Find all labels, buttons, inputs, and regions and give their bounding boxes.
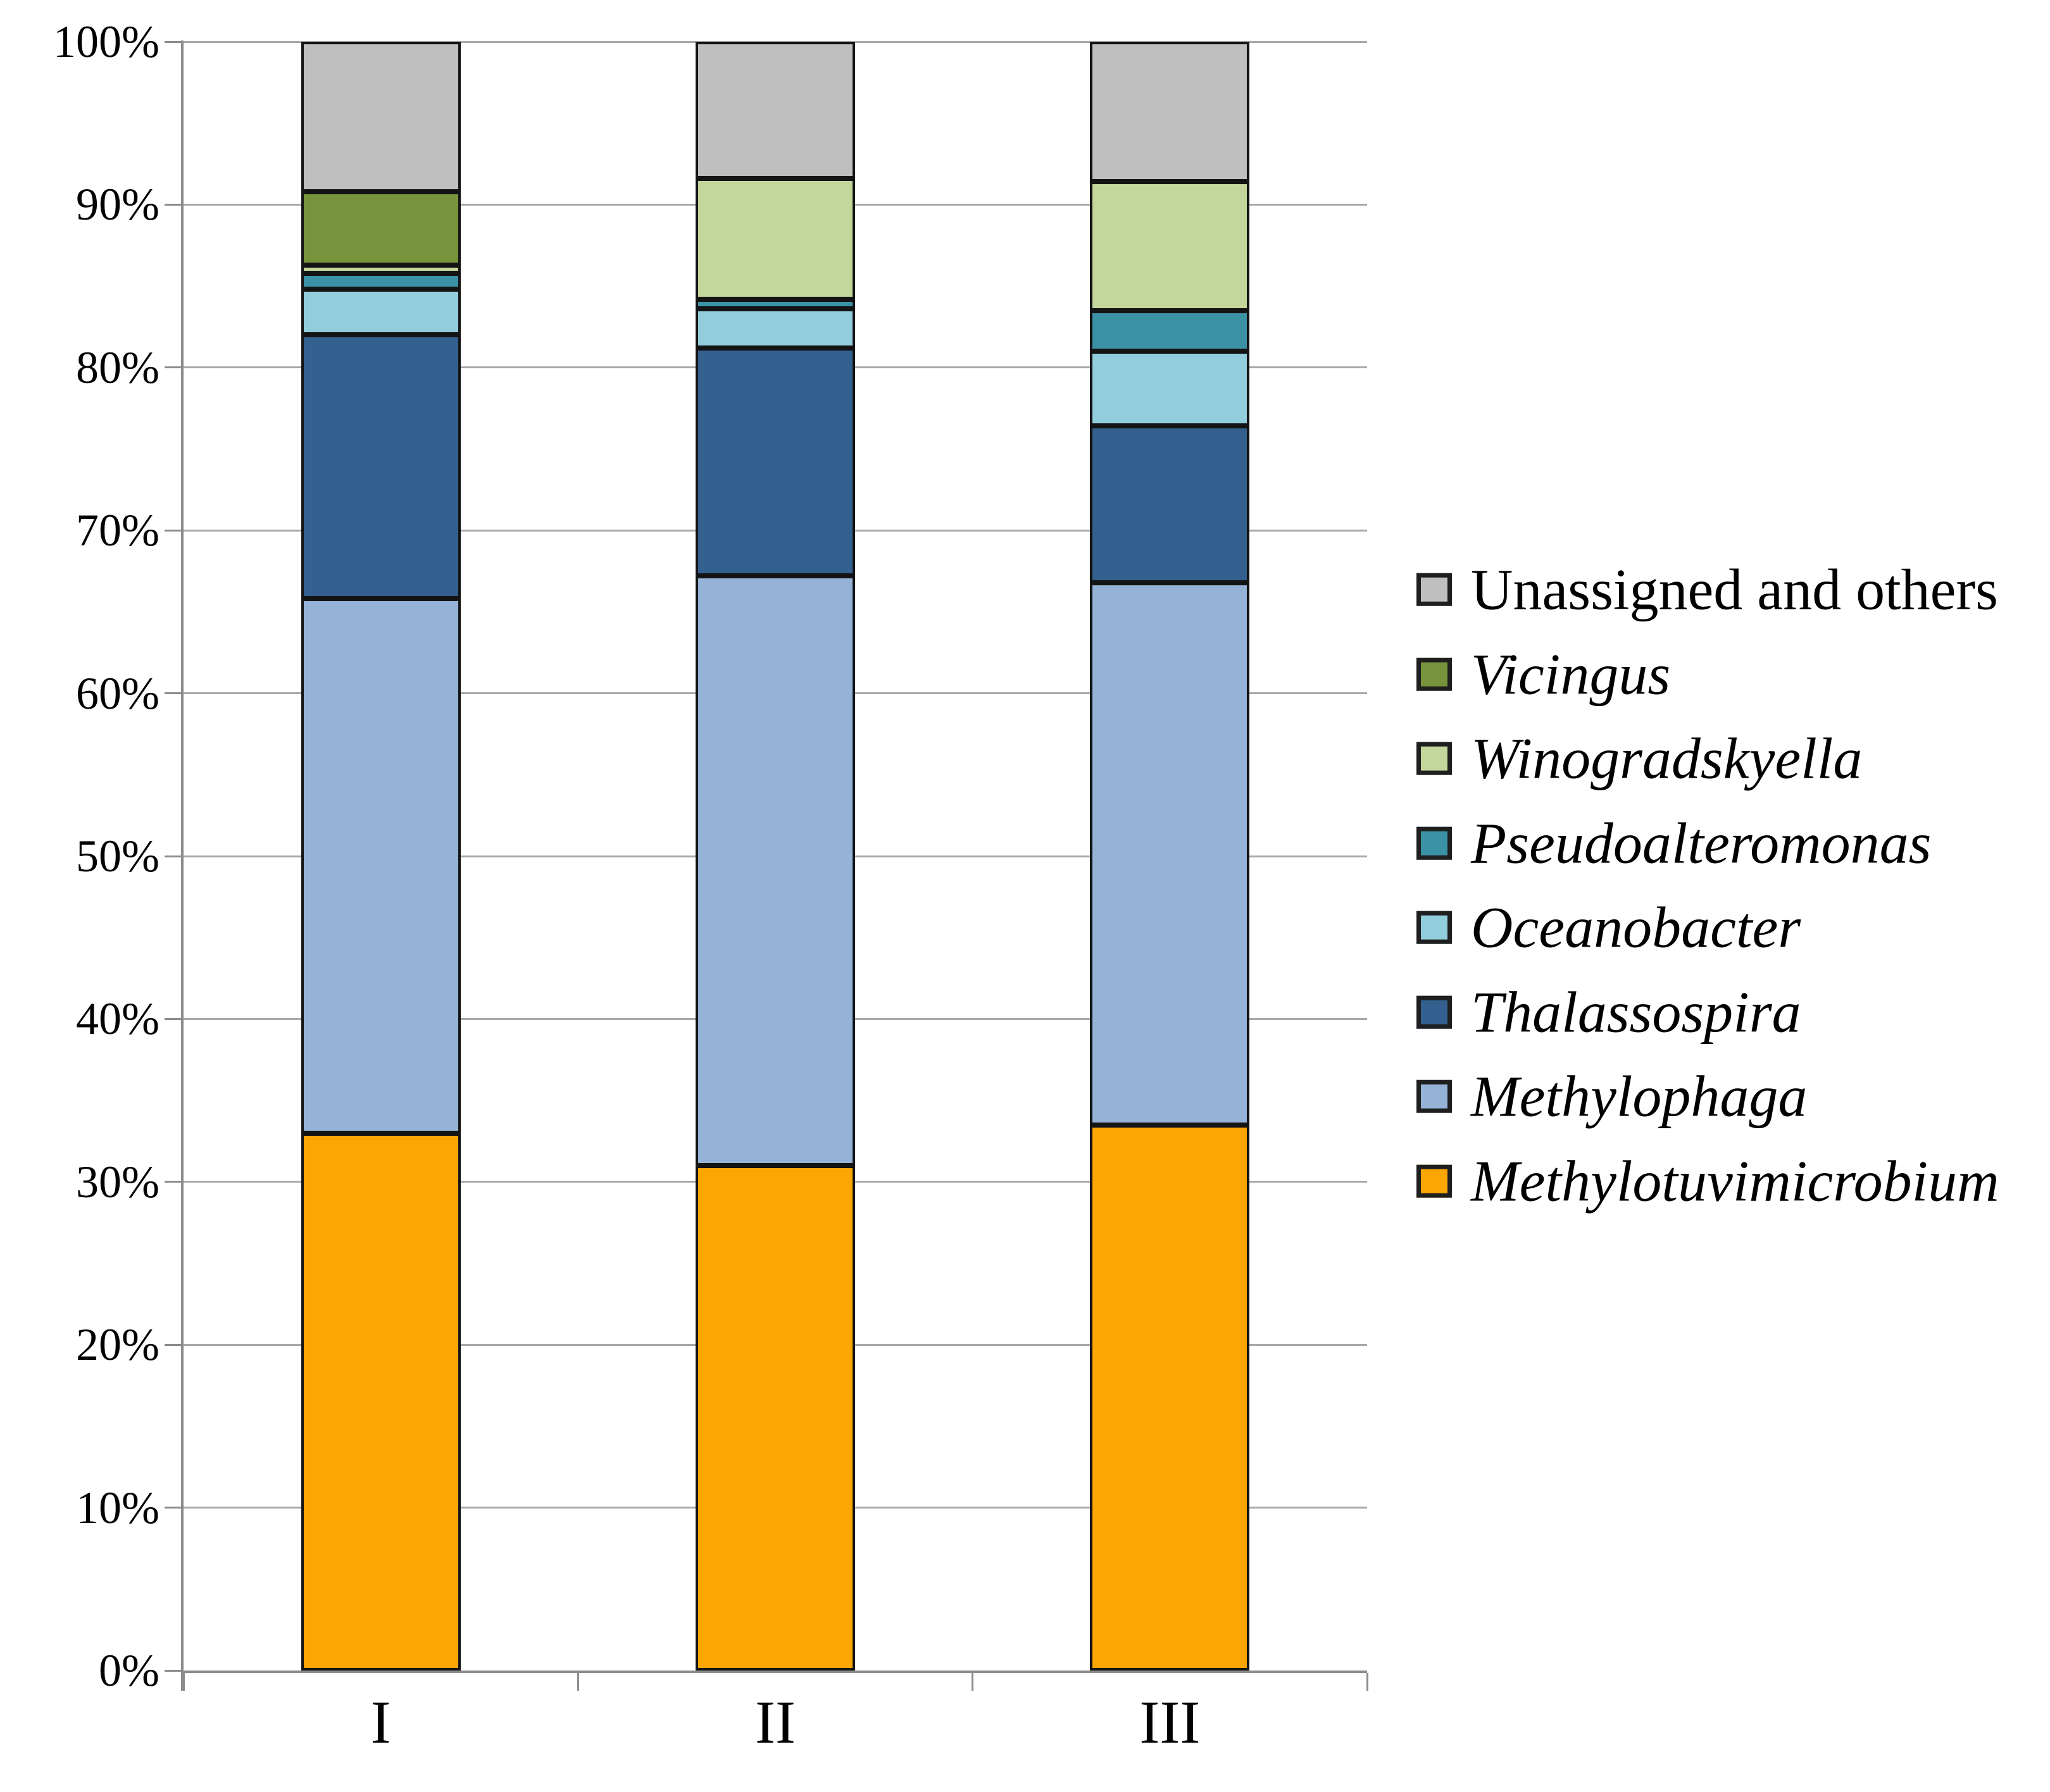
y-axis-label-50pct: 50%	[76, 831, 159, 881]
bar-segment-thalassospira	[1090, 426, 1250, 583]
y-axis-tick	[165, 855, 184, 857]
y-axis-label-40pct: 40%	[76, 993, 159, 1045]
x-axis-tick	[182, 1673, 185, 1691]
category-labels: I II III	[184, 1691, 1367, 1767]
legend-item-vicingus: Vicingus	[1416, 644, 1670, 705]
legend-label: Oceanobacter	[1471, 895, 1801, 960]
category-label-II: II	[755, 1688, 796, 1756]
y-axis-tick	[165, 203, 184, 206]
y-axis-tick	[165, 1181, 184, 1183]
legend-swatch	[1416, 573, 1452, 606]
y-axis-tick	[165, 1507, 184, 1509]
legend-item-winogradskyella: Winogradskyella	[1416, 728, 1862, 790]
y-axis-line	[181, 40, 184, 1691]
legend-swatch	[1416, 742, 1452, 775]
bar-segment-methylotuvimicrobium	[301, 1133, 461, 1671]
y-axis-tick	[165, 40, 184, 43]
y-axis-tick	[165, 1017, 184, 1020]
legend-label: Methylotuvimicrobium	[1471, 1148, 1999, 1214]
x-axis-tick	[972, 1673, 974, 1691]
bar-segment-winogradskyella	[301, 264, 461, 273]
bar-segment-methylophaga	[1090, 582, 1250, 1125]
y-axis-tick	[165, 1669, 184, 1672]
bar-segment-thalassospira	[301, 335, 461, 599]
legend-swatch	[1416, 1164, 1452, 1198]
y-axis-label-0pct: 0%	[99, 1645, 159, 1696]
y-axis-tick	[165, 1343, 184, 1346]
category-label-III: III	[1139, 1688, 1201, 1756]
bar-segment-oceanobacter	[696, 309, 855, 348]
y-axis-label-80pct: 80%	[76, 342, 159, 393]
legend-swatch	[1416, 657, 1452, 691]
bar-segment-vicingus	[301, 191, 461, 265]
plot-area	[165, 40, 1368, 1691]
category-label-I: I	[370, 1688, 391, 1756]
legend-label: Pseudoalteromonas	[1471, 811, 1932, 876]
legend-label: Winogradskyella	[1471, 726, 1863, 791]
gridline-100	[184, 40, 1367, 43]
legend-swatch	[1416, 826, 1452, 860]
bar-segment-methylotuvimicrobium	[1090, 1124, 1250, 1671]
legend-swatch	[1416, 1080, 1452, 1113]
bar-segment-thalassospira	[696, 347, 855, 576]
bar-III	[1090, 42, 1250, 1671]
y-axis-tick	[165, 366, 184, 369]
x-axis-tick	[577, 1673, 579, 1691]
bar-segment-oceanobacter	[301, 289, 461, 335]
legend-swatch	[1416, 911, 1452, 944]
legend-label: Unassigned and others	[1471, 557, 1998, 622]
bar-segment-unassigned-and-others	[696, 42, 855, 179]
legend-item-methylophaga: Methylophaga	[1416, 1066, 1807, 1128]
legend-label: Vicingus	[1471, 642, 1671, 707]
bar-segment-methylophaga	[301, 599, 461, 1133]
y-axis-label-20pct: 20%	[76, 1319, 159, 1371]
bar-segment-winogradskyella	[696, 178, 855, 299]
legend-item-oceanobacter: Oceanobacter	[1416, 897, 1801, 959]
legend-item-unassigned-and-others: Unassigned and others	[1416, 559, 1998, 621]
bar-segment-oceanobacter	[1090, 351, 1250, 426]
bar-segment-unassigned-and-others	[301, 42, 461, 192]
legend-item-methylotuvimicrobium: Methylotuvimicrobium	[1416, 1150, 1999, 1212]
x-axis-tick	[1366, 1673, 1368, 1691]
y-axis-label-70pct: 70%	[76, 505, 159, 556]
legend-swatch	[1416, 995, 1452, 1029]
bar-segment-pseudoalteromonas	[301, 273, 461, 290]
legend: Unassigned and others Vicingus Winogradsky…	[1416, 0, 2049, 1792]
legend-label: Methylophaga	[1471, 1064, 1808, 1129]
bar-II	[696, 42, 855, 1671]
bar-segment-pseudoalteromonas	[1090, 310, 1250, 352]
legend-label: Thalassospira	[1471, 980, 1801, 1045]
legend-item-pseudoalteromonas: Pseudoalteromonas	[1416, 812, 1931, 874]
y-axis-label-100pct: 100%	[53, 16, 159, 67]
legend-item-thalassospira: Thalassospira	[1416, 981, 1801, 1043]
bar-I	[301, 42, 461, 1671]
y-axis-label-60pct: 60%	[76, 668, 159, 719]
bar-segment-unassigned-and-others	[1090, 42, 1250, 182]
y-axis-label-10pct: 10%	[76, 1482, 159, 1533]
bar-segment-methylophaga	[696, 576, 855, 1166]
bar-segment-pseudoalteromonas	[696, 299, 855, 309]
x-axis-line	[181, 1671, 1367, 1673]
y-axis-labels: 0% 10% 20% 30% 40% 50% 60% 70% 80% 90% 100%	[0, 19, 159, 1693]
bar-segment-methylotuvimicrobium	[696, 1166, 855, 1671]
y-axis-tick	[165, 692, 184, 695]
bar-segment-winogradskyella	[1090, 182, 1250, 311]
y-axis-label-90pct: 90%	[76, 179, 159, 230]
y-axis-tick	[165, 529, 184, 532]
y-axis-label-30pct: 30%	[76, 1156, 159, 1207]
